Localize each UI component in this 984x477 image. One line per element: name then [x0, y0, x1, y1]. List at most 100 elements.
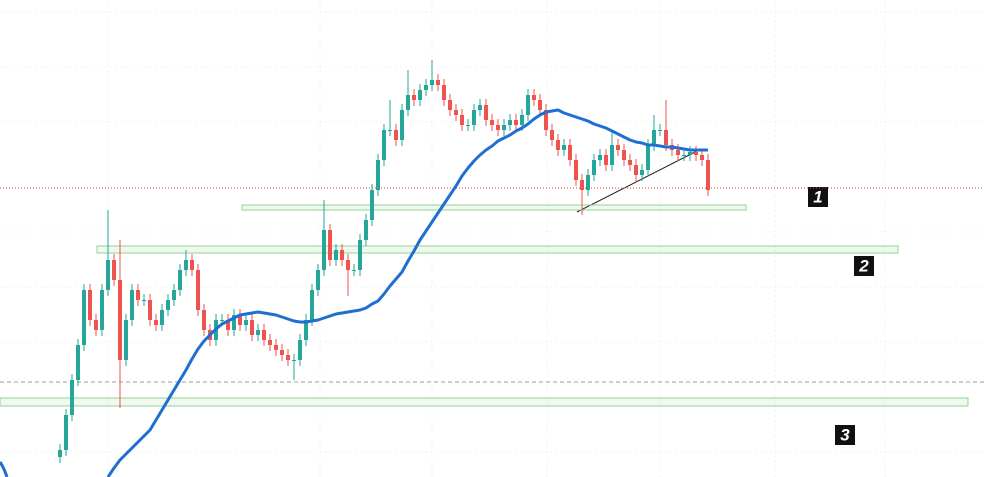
candle-body — [238, 315, 242, 325]
candle-body — [292, 360, 296, 361]
candle-body — [220, 320, 224, 321]
candle-body — [472, 110, 476, 125]
candle-body — [226, 320, 230, 330]
candle-body — [616, 145, 620, 150]
candle-body — [694, 152, 698, 155]
candle-body — [88, 290, 92, 320]
candle-body — [94, 320, 98, 330]
candle-body — [250, 320, 254, 335]
candle-body — [142, 300, 146, 301]
candle-body — [334, 250, 338, 260]
candle-body — [130, 290, 134, 320]
candle-body — [508, 120, 512, 125]
candle-body — [676, 150, 680, 155]
candle-body — [364, 220, 368, 240]
zone-label: 1 — [813, 187, 822, 206]
zone-label-box — [854, 256, 874, 276]
candle-body — [382, 130, 386, 160]
candle-body — [322, 230, 326, 270]
candle-body — [520, 115, 524, 125]
candle-body — [58, 450, 62, 457]
candle-body — [304, 320, 308, 340]
ma-fragment — [0, 461, 9, 477]
candle-body — [172, 290, 176, 300]
candle-body — [640, 170, 644, 175]
candle-body — [268, 340, 272, 345]
candle-body — [178, 270, 182, 290]
candle-body — [406, 95, 410, 110]
candle-body — [538, 100, 542, 110]
candle-body — [154, 320, 158, 325]
zone-label: 2 — [858, 256, 869, 275]
candle-body — [160, 310, 164, 325]
support-zone — [96, 245, 899, 254]
candle-body — [376, 160, 380, 190]
candle-body — [166, 300, 170, 310]
candle-body — [664, 130, 668, 145]
candle-body — [346, 260, 350, 270]
candle-body — [70, 380, 74, 415]
candle-body — [76, 345, 80, 380]
candle-body — [280, 350, 284, 355]
candle-body — [202, 310, 206, 330]
candle-body — [286, 355, 290, 360]
candle-body — [634, 165, 638, 175]
candle-body — [388, 130, 392, 131]
candle-body — [328, 230, 332, 260]
candle-body — [340, 250, 344, 260]
candle-body — [370, 190, 374, 220]
candle-body — [622, 150, 626, 160]
candle-body — [586, 175, 590, 190]
candle-body — [544, 110, 548, 130]
candle-body — [244, 320, 248, 325]
candle-body — [658, 130, 662, 131]
zone-label: 3 — [840, 425, 850, 444]
candle-body — [502, 125, 506, 130]
candle-body — [604, 155, 608, 165]
candle-body — [568, 145, 572, 160]
candle-body — [436, 80, 440, 85]
candle-body — [682, 155, 686, 156]
candle-body — [496, 125, 500, 130]
moving-average — [106, 108, 708, 477]
candle-body — [352, 270, 356, 271]
candle-body — [82, 290, 86, 345]
candle-body — [646, 145, 650, 170]
candle-body — [628, 160, 632, 165]
candle-body — [118, 280, 122, 360]
candle-body — [652, 130, 656, 145]
candle-body — [478, 105, 482, 110]
candle-body — [136, 290, 140, 300]
candle-body — [574, 160, 578, 180]
candle-body — [610, 145, 614, 165]
trend-line — [576, 150, 698, 213]
candle-body — [190, 260, 194, 270]
candle-body — [556, 140, 560, 150]
candle-body — [466, 125, 470, 126]
candle-body — [550, 130, 554, 140]
candle-body — [256, 330, 260, 335]
candle-body — [688, 152, 692, 155]
zone-label-box — [808, 187, 828, 207]
candle-body — [592, 160, 596, 175]
candle-body — [460, 115, 464, 125]
candle-body — [400, 110, 404, 140]
candle-body — [484, 105, 488, 120]
plot: 1 2 3 — [0, 60, 984, 477]
candle-body — [64, 415, 68, 450]
candle-body — [442, 85, 446, 100]
candle-body — [274, 345, 278, 350]
candle-body — [148, 300, 152, 320]
candle-body — [232, 315, 236, 330]
candle-body — [310, 290, 314, 320]
candle-body — [124, 320, 128, 360]
candle-body — [298, 340, 302, 360]
support-zone — [241, 204, 747, 211]
candle-body — [598, 155, 602, 160]
candle-body — [448, 100, 452, 110]
candle-body — [394, 130, 398, 140]
support-zone — [0, 397, 969, 407]
candle-body — [526, 95, 530, 115]
